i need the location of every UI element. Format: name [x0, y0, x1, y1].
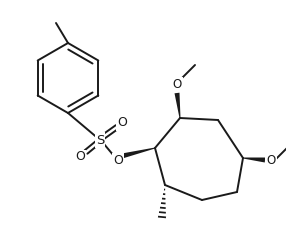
Text: O: O [172, 78, 182, 90]
Polygon shape [122, 148, 155, 158]
Text: O: O [75, 150, 85, 164]
Polygon shape [174, 93, 180, 118]
Polygon shape [243, 158, 265, 162]
Text: O: O [266, 154, 276, 166]
Text: S: S [96, 134, 104, 146]
Text: O: O [113, 154, 123, 166]
Text: O: O [117, 116, 127, 130]
